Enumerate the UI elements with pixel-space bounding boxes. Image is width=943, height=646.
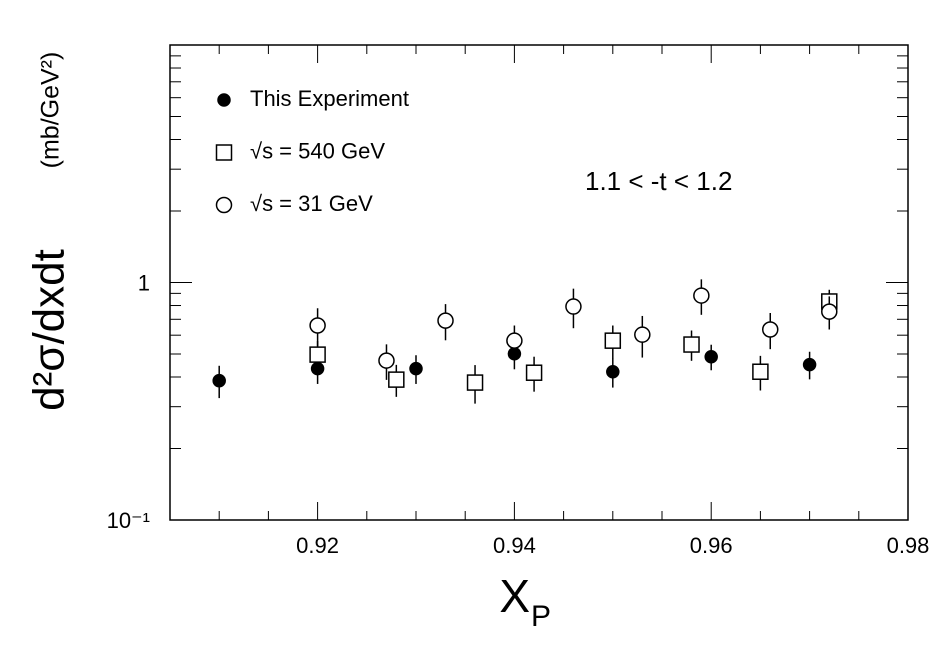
y-axis-unit: (mb/GeV²)	[37, 52, 65, 169]
annotation: 1.1 < -t < 1.2	[585, 166, 732, 196]
legend-marker	[215, 144, 233, 161]
data-point	[437, 312, 454, 329]
legend-marker	[215, 196, 233, 214]
x-tick-label: 0.98	[887, 533, 930, 558]
data-point	[821, 303, 838, 320]
data-point	[309, 346, 326, 363]
x-axis-label: X	[499, 570, 530, 622]
data-point	[704, 349, 718, 364]
x-tick-label: 0.94	[493, 533, 536, 558]
data-point	[388, 371, 405, 388]
data-point	[212, 373, 226, 388]
legend-marker	[217, 93, 231, 107]
x-axis-label-subscript: P	[531, 600, 551, 633]
data-point	[466, 374, 484, 391]
data-point	[802, 357, 817, 372]
y-axis-label: d²σ/dxdt	[25, 249, 74, 411]
y-tick-label: 1	[138, 270, 150, 295]
x-tick-label: 0.96	[690, 533, 733, 558]
data-point	[693, 287, 710, 304]
data-point	[409, 361, 423, 376]
data-point	[761, 321, 779, 338]
data-point	[683, 336, 700, 353]
data-point	[752, 363, 769, 380]
data-point	[634, 326, 651, 343]
data-point	[309, 317, 326, 334]
y-tick-label: 10⁻¹	[107, 508, 150, 533]
legend-label: √s = 540 GeV	[250, 138, 385, 163]
data-point	[506, 332, 523, 349]
data-point	[606, 364, 620, 379]
data-point	[378, 352, 395, 369]
legend-label: This Experiment	[250, 86, 409, 111]
data-point	[565, 298, 582, 315]
x-tick-label: 0.92	[296, 533, 339, 558]
plot-frame	[169, 44, 909, 521]
legend-label: √s = 31 GeV	[250, 191, 373, 216]
data-point	[525, 364, 543, 381]
data-point	[604, 332, 622, 349]
